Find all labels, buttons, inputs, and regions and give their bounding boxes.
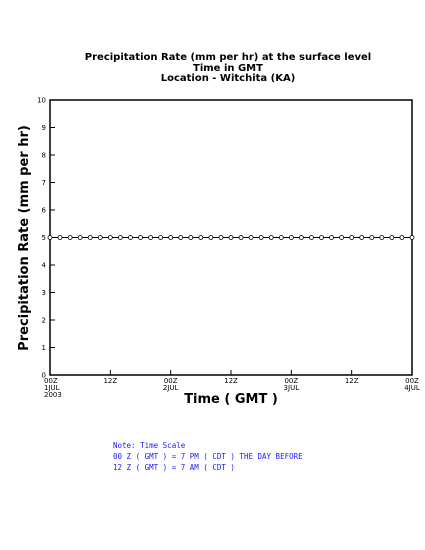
- y-axis-label: Precipitation Rate (mm per hr): [17, 125, 32, 351]
- x-tick-label: 00Z: [405, 377, 419, 385]
- data-point: [309, 235, 314, 240]
- data-point: [107, 235, 113, 240]
- data-point: [389, 235, 395, 240]
- data-point: [77, 235, 83, 240]
- y-tick-label: 9: [42, 124, 46, 132]
- data-point: [238, 235, 244, 240]
- data-point: [248, 235, 254, 240]
- data-point: [379, 235, 385, 240]
- data-point: [198, 235, 204, 240]
- data-point: [138, 235, 143, 240]
- data-point: [168, 235, 174, 240]
- data-point: [349, 235, 355, 240]
- data-point: [339, 235, 345, 240]
- x-tick-label: 00Z: [164, 377, 178, 385]
- note-line-00z: 00 Z ( GMT ) = 7 PM ( CDT ) THE DAY BEFO…: [113, 452, 303, 461]
- chart-subtitle-time: Time in GMT: [193, 63, 263, 74]
- y-tick-label: 0: [42, 372, 46, 380]
- data-point: [188, 235, 194, 240]
- x-tick-label: 00Z: [284, 377, 298, 385]
- y-tick-label: 10: [37, 97, 46, 105]
- x-tick-label: 00Z: [44, 377, 58, 385]
- x-axis-label: Time ( GMT ): [184, 392, 278, 407]
- data-point: [87, 235, 93, 240]
- x-tick-label: 2JUL: [163, 384, 179, 392]
- data-point: [319, 235, 324, 240]
- data-point: [218, 235, 224, 240]
- data-point: [158, 235, 164, 240]
- data-point: [288, 235, 294, 240]
- y-tick-label: 4: [42, 262, 47, 270]
- chart-subtitle-location: Location - Witchita (KA): [161, 73, 296, 84]
- y-tick-label: 7: [42, 179, 46, 187]
- data-point: [369, 235, 375, 240]
- data-point: [268, 235, 274, 240]
- x-tick-label: 12Z: [345, 377, 359, 385]
- data-point: [359, 235, 365, 240]
- x-tick-label: 1JUL: [44, 384, 60, 392]
- y-tick-label: 8: [42, 152, 46, 160]
- note-title: Note: Time Scale: [113, 441, 186, 450]
- y-tick-label: 6: [42, 207, 47, 215]
- data-point: [47, 235, 53, 240]
- x-tick-label: 12Z: [224, 377, 238, 385]
- data-point: [117, 235, 123, 240]
- data-point: [128, 235, 133, 240]
- data-point: [67, 235, 73, 240]
- data-point: [278, 235, 284, 240]
- data-point: [57, 235, 63, 240]
- data-point: [258, 235, 264, 240]
- data-point: [329, 235, 334, 240]
- data-point: [298, 235, 304, 240]
- y-tick-label: 2: [42, 317, 46, 325]
- y-tick-label: 5: [42, 234, 46, 242]
- y-tick-label: 1: [42, 344, 46, 352]
- x-tick-label: 2003: [44, 391, 62, 399]
- note-line-12z: 12 Z ( GMT ) = 7 AM ( CDT ): [113, 463, 235, 472]
- x-tick-label: 4JUL: [404, 384, 420, 392]
- x-tick-label: 3JUL: [284, 384, 300, 392]
- x-tick-label: 12Z: [103, 377, 117, 385]
- data-point: [228, 235, 234, 240]
- y-tick-label: 3: [42, 289, 46, 297]
- data-point: [409, 235, 415, 240]
- chart-title: Precipitation Rate (mm per hr) at the su…: [85, 52, 371, 63]
- data-point: [97, 235, 103, 240]
- y-axis: 0 1 2 3 4 5 6 7 8 9 10: [37, 97, 55, 380]
- data-point: [208, 235, 214, 240]
- data-point: [399, 235, 405, 240]
- data-point: [178, 235, 184, 240]
- data-point: [148, 235, 153, 240]
- series-layer: [47, 235, 415, 240]
